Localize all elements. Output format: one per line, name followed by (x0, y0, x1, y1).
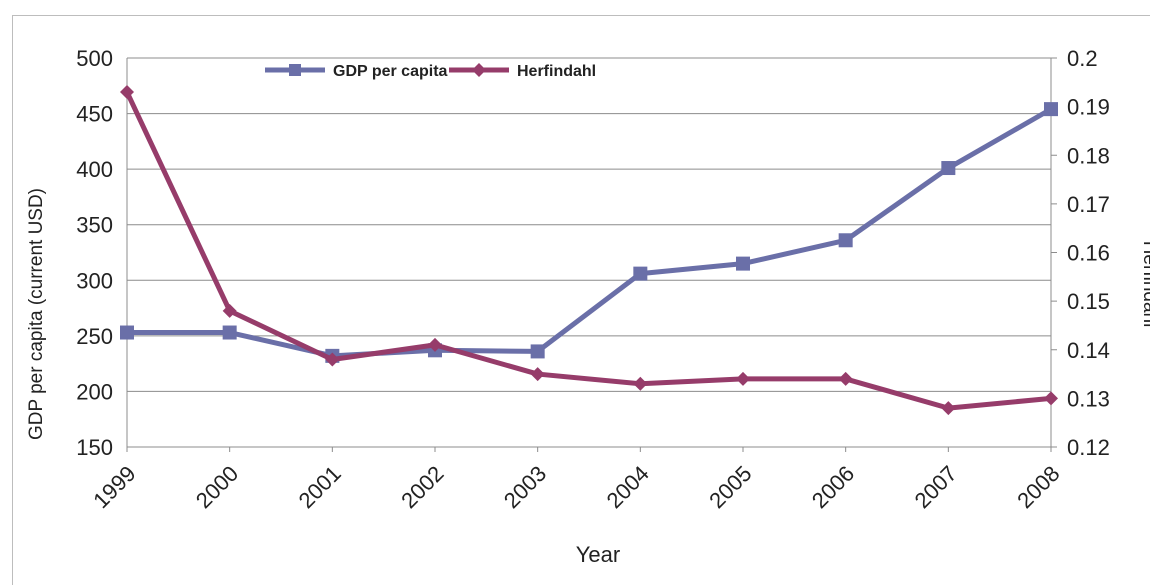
data-point-diamond (428, 337, 442, 352)
series-layer (120, 85, 1058, 416)
y-axis-title: GDP per capita (current USD) (26, 188, 47, 440)
x-tick-label: 2004 (602, 461, 654, 513)
data-point-square (530, 344, 545, 359)
y2-tick-label: 0.13 (1067, 386, 1110, 411)
legend-item-herfindahl: Herfindahl (449, 63, 596, 80)
data-point-square (838, 233, 853, 248)
legend: GDP per capita Herfindahl (265, 63, 596, 80)
y-tick-label: 500 (76, 46, 113, 71)
series-line (124, 90, 1052, 411)
x-tick-label: 2000 (191, 461, 243, 513)
y-tick-label: 350 (76, 213, 113, 238)
x-tick-label: 2006 (807, 461, 859, 513)
y2-tick-label: 0.18 (1067, 143, 1110, 168)
data-point-diamond (941, 401, 956, 416)
y-tick-label: 200 (76, 379, 113, 404)
data-point-square (736, 256, 750, 271)
y-tick-label: 300 (76, 268, 113, 293)
y-tick-label: 250 (76, 324, 113, 349)
data-point-square (941, 161, 956, 176)
data-point-diamond (222, 303, 237, 318)
axes (126, 57, 1057, 452)
legend-label-herfindahl: Herfindahl (517, 63, 596, 80)
y2-tick-label: 0.12 (1067, 435, 1110, 460)
line-chart: 150 200 250 300 350 400 450 500 0.12 0.13 0.14 0.15… (26, 46, 1150, 567)
y2-axis-title: Herfindahl (1139, 241, 1150, 328)
data-point-square (222, 325, 237, 340)
x-tick-label: 2001 (294, 461, 346, 513)
x-tick-label: 2008 (1012, 461, 1064, 513)
y2-tick-label: 0.19 (1067, 95, 1110, 120)
x-tick-label: 1999 (88, 461, 140, 513)
y2-tick-label: 0.14 (1067, 338, 1110, 363)
tick-labels: 150 200 250 300 350 400 450 500 0.12 0.13 0.14 0.15… (76, 46, 1110, 513)
data-point-square (633, 266, 648, 281)
data-point-diamond (1044, 391, 1058, 406)
x-tick-label: 2003 (499, 461, 551, 513)
y-tick-label: 150 (76, 435, 113, 460)
legend-label-gdp: GDP per capita (333, 63, 448, 80)
data-point-diamond (838, 371, 853, 386)
series-gdp-per-capita (120, 102, 1058, 363)
data-point-square (1044, 102, 1058, 117)
x-axis-title: Year (576, 542, 620, 567)
data-point-diamond (120, 85, 134, 100)
series-line (127, 106, 1053, 359)
series-herfindahl (120, 85, 1058, 416)
y2-tick-label: 0.16 (1067, 241, 1110, 266)
gridlines (127, 57, 1051, 448)
y-tick-label: 450 (76, 102, 113, 127)
data-point-diamond (325, 352, 340, 367)
x-tick-label: 2005 (704, 461, 756, 513)
y2-tick-label: 0.2 (1067, 46, 1098, 71)
x-tick-label: 2007 (910, 461, 962, 513)
y-tick-label: 400 (76, 157, 113, 182)
x-tick-label: 2002 (396, 461, 448, 513)
data-point-diamond (530, 367, 545, 382)
chart-container: 150 200 250 300 350 400 450 500 0.12 0.13 0.14 0.15… (12, 15, 1150, 585)
data-point-square (120, 325, 134, 340)
data-point-diamond (736, 371, 750, 386)
y2-tick-label: 0.15 (1067, 289, 1110, 314)
data-point-diamond (633, 376, 648, 391)
y2-tick-label: 0.17 (1067, 192, 1110, 217)
legend-item-gdp: GDP per capita (265, 63, 448, 80)
